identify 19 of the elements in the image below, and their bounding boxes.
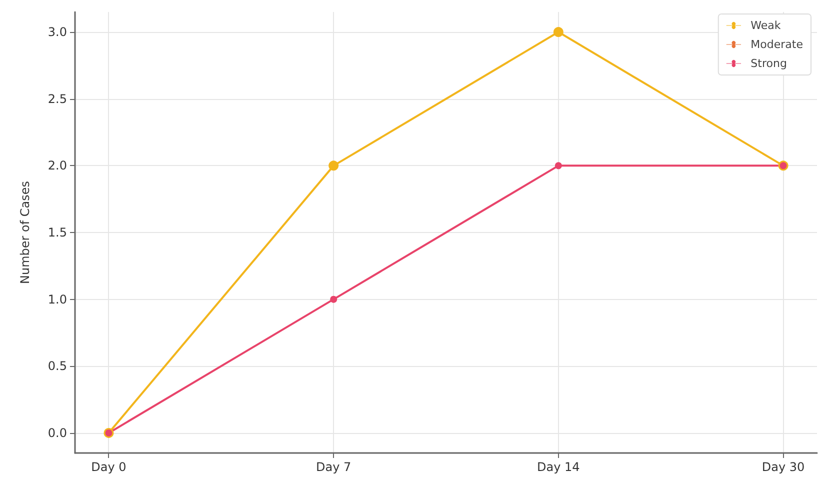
x-tick-label: Day 0 [91, 460, 126, 474]
legend-label: Weak [750, 19, 782, 32]
y-axis-title: Number of Cases [18, 180, 32, 284]
point [328, 160, 339, 171]
y-tick-label: 3.0 [48, 25, 67, 40]
y-tick-label: 1.5 [48, 226, 67, 240]
y-tick-label: 0.0 [48, 426, 67, 440]
y-tick-label: 1.0 [48, 292, 67, 306]
point [330, 296, 338, 303]
y-tick-label: 0.5 [48, 359, 67, 374]
x-tick-label: Day 14 [537, 460, 580, 474]
legend-label: Strong [750, 57, 787, 70]
y-tick-label: 2.0 [48, 158, 67, 173]
x-tick-label: Day 7 [316, 460, 352, 474]
x-tick-label: Day 30 [762, 460, 805, 474]
point [553, 27, 564, 38]
y-tick-label: 2.5 [48, 92, 67, 106]
point [554, 162, 562, 170]
legend-label: Moderate [750, 38, 804, 51]
